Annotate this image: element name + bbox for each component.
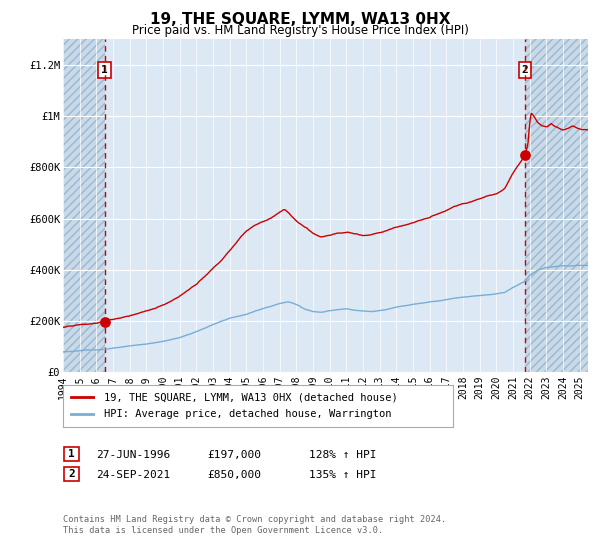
Text: 2: 2 [522,65,529,75]
Text: 27-JUN-1996: 27-JUN-1996 [96,450,170,460]
FancyBboxPatch shape [64,467,79,482]
Bar [63,39,104,372]
Point [100,318,109,326]
Bar [63,39,104,372]
Text: 1: 1 [68,449,75,459]
Text: HPI: Average price, detached house, Warrington: HPI: Average price, detached house, Warr… [104,409,391,419]
Bar [525,39,588,372]
Text: 1: 1 [101,65,108,75]
FancyBboxPatch shape [64,447,79,461]
Text: 135% ↑ HPI: 135% ↑ HPI [309,470,377,480]
Point [520,150,530,159]
Text: Price paid vs. HM Land Registry's House Price Index (HPI): Price paid vs. HM Land Registry's House … [131,24,469,37]
Text: £850,000: £850,000 [207,470,261,480]
Text: 19, THE SQUARE, LYMM, WA13 0HX: 19, THE SQUARE, LYMM, WA13 0HX [150,12,450,27]
Text: 2: 2 [68,469,75,479]
Text: 24-SEP-2021: 24-SEP-2021 [96,470,170,480]
Bar [525,39,588,372]
Text: This data is licensed under the Open Government Licence v3.0.: This data is licensed under the Open Gov… [63,526,383,535]
Text: Contains HM Land Registry data © Crown copyright and database right 2024.: Contains HM Land Registry data © Crown c… [63,515,446,524]
Text: £197,000: £197,000 [207,450,261,460]
Text: 19, THE SQUARE, LYMM, WA13 0HX (detached house): 19, THE SQUARE, LYMM, WA13 0HX (detached… [104,392,398,402]
Text: 128% ↑ HPI: 128% ↑ HPI [309,450,377,460]
